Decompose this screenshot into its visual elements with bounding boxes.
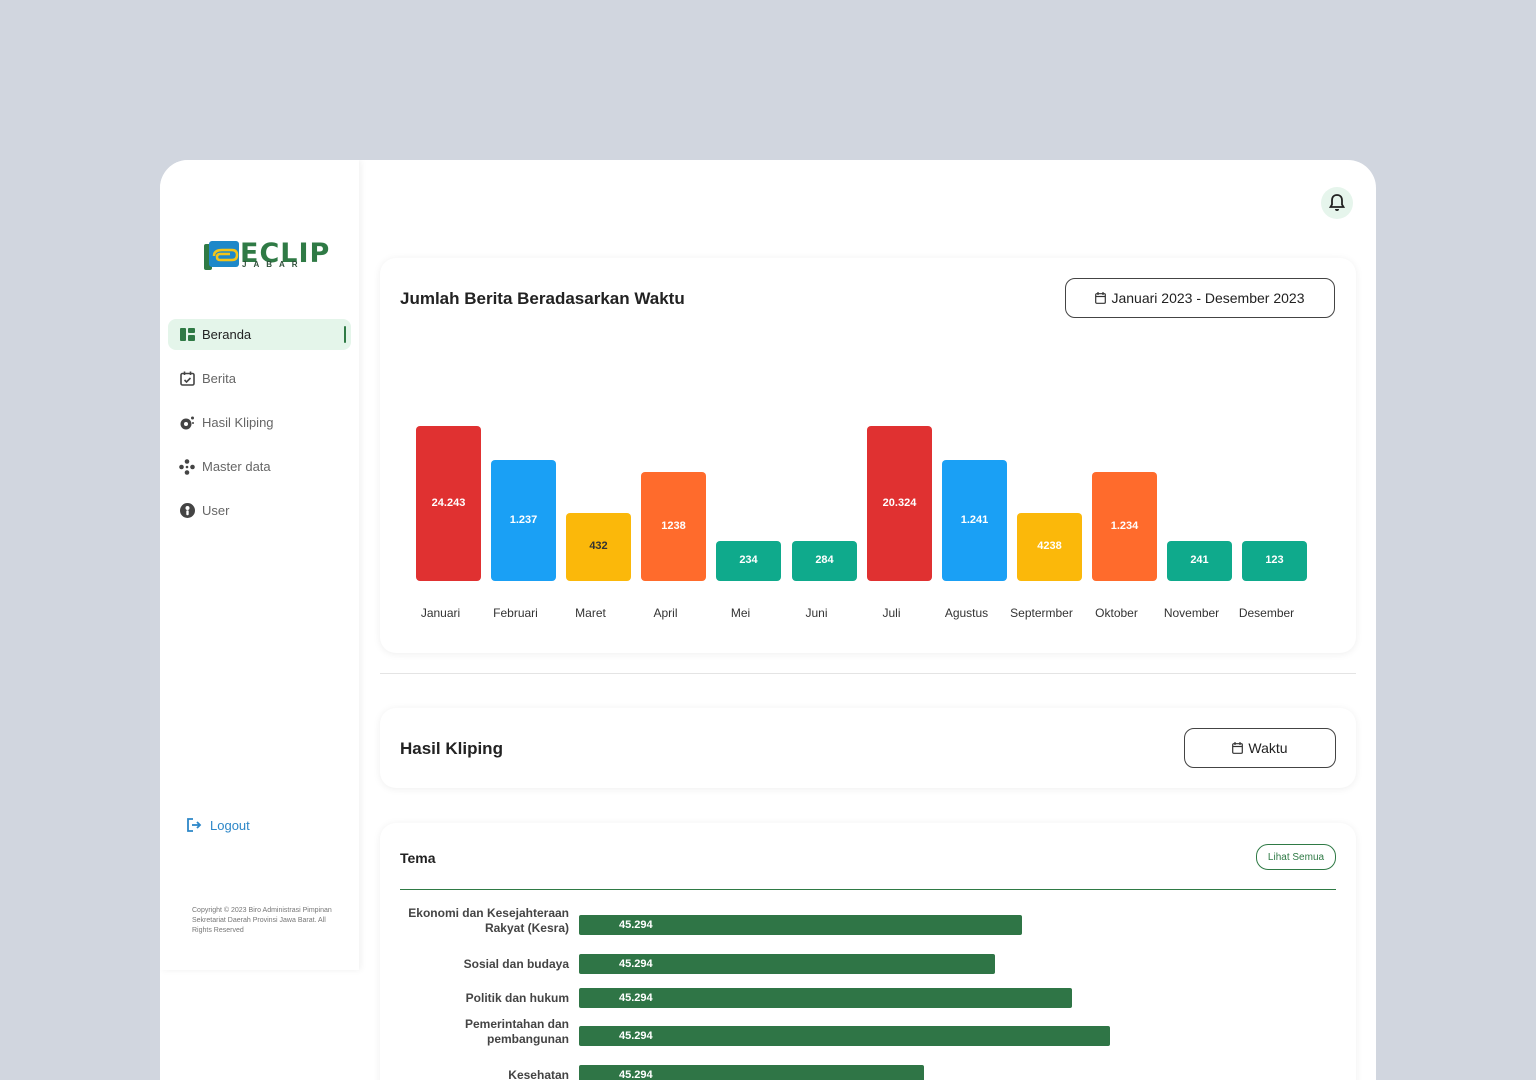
tema-title: Tema — [400, 850, 436, 866]
tema-row-label: Kesehatan — [508, 1068, 569, 1080]
bar-value-label: 432 — [589, 540, 608, 552]
time-chart-card: Jumlah Berita Beradasarkan Waktu Januari… — [380, 258, 1356, 653]
month-label: Juni — [805, 606, 828, 620]
month-label: Oktober — [1095, 606, 1138, 620]
sidebar-item-label: User — [202, 503, 230, 518]
month-label: Agustus — [944, 606, 989, 620]
bar-value-label: 4238 — [1037, 540, 1062, 552]
bar-juli[interactable] — [867, 426, 932, 581]
logo[interactable]: ECLIP JABAR — [202, 236, 329, 276]
bar-chart: 24.243 Januari 1.237 Februari 432 Maret 1238 Ap… — [380, 258, 1356, 653]
logout-button[interactable]: Logout — [186, 817, 250, 833]
date-range-label: Januari 2023 - Desember 2023 — [1111, 290, 1305, 306]
tema-row-label: Politik dan hukum — [465, 991, 569, 1005]
tema-row-value: 45.294 — [619, 992, 653, 1004]
app-window: ECLIP JABAR Beranda Berita Hasil Klip — [160, 160, 1376, 1080]
month-label: Desember — [1238, 606, 1295, 620]
bar-januari[interactable] — [416, 426, 481, 581]
section-divider — [380, 673, 1356, 674]
tema-row-bar[interactable]: 45.294 — [579, 954, 995, 974]
sidebar-item-label: Hasil Kliping — [202, 415, 274, 430]
time-chart-title: Jumlah Berita Beradasarkan Waktu — [400, 289, 685, 308]
bar-februari[interactable] — [491, 460, 556, 581]
calendar-icon — [1232, 742, 1244, 754]
notification-button[interactable] — [1321, 187, 1353, 219]
tema-row-value: 45.294 — [619, 1030, 653, 1042]
hasil-kliping-title: Hasil Kliping — [400, 739, 503, 758]
tema-row-label: Pemerintahan dan pembangunan — [464, 1017, 569, 1046]
month-label: Septermber — [1010, 606, 1073, 620]
user-icon — [179, 503, 195, 519]
tema-row-bar[interactable]: 45.294 — [579, 915, 1022, 935]
tema-card: Tema Lihat Semua Ekonomi dan Kesejahtera… — [380, 823, 1356, 1080]
bar-desember[interactable] — [1242, 541, 1307, 581]
sidebar-item-hasil-kliping[interactable]: Hasil Kliping — [168, 407, 351, 438]
tema-row-bar[interactable]: 45.294 — [579, 1065, 924, 1080]
bar-value-label: 241 — [1190, 554, 1209, 566]
bar-value-label: 24.243 — [431, 496, 466, 509]
tema-row-label: Ekonomi dan Kesejahteraan Rakyat (Kesra) — [408, 906, 569, 935]
tema-row-value: 45.294 — [619, 919, 653, 931]
gear-icon — [179, 415, 195, 431]
tema-row-bar[interactable]: 45.294 — [579, 988, 1072, 1008]
sidebar-item-berita[interactable]: Berita — [168, 363, 351, 394]
waktu-filter-label: Waktu — [1248, 740, 1288, 756]
month-label: November — [1163, 606, 1220, 620]
logout-label: Logout — [210, 817, 250, 833]
month-label: Februari — [493, 606, 538, 620]
month-label: April — [653, 606, 678, 620]
bar-value-label: 1.241 — [960, 513, 989, 526]
sidebar-item-user[interactable]: User — [168, 495, 351, 526]
logo-title: ECLIP — [240, 238, 331, 269]
sidebar-nav: Beranda Berita Hasil Kliping Master data — [168, 319, 351, 539]
dashboard-icon — [179, 327, 195, 343]
month-label: Mei — [730, 606, 751, 620]
tema-row-value: 45.294 — [619, 958, 653, 970]
bell-icon — [1329, 194, 1345, 211]
bar-value-label: 1.237 — [509, 513, 538, 526]
bar-agustus[interactable] — [942, 460, 1007, 581]
calendar-icon — [1095, 292, 1107, 304]
bar-maret[interactable] — [566, 513, 631, 581]
month-label: Januari — [420, 606, 461, 620]
bar-juni[interactable] — [792, 541, 857, 581]
paperclip-logo-icon — [204, 241, 239, 270]
bar-april[interactable] — [641, 472, 706, 581]
sidebar-item-label: Beranda — [202, 327, 252, 342]
bar-september[interactable] — [1017, 513, 1082, 581]
sidebar-item-label: Master data — [202, 459, 271, 474]
bar-oktober[interactable] — [1092, 472, 1157, 581]
tema-divider — [400, 889, 1336, 890]
date-range-button[interactable]: Januari 2023 - Desember 2023 — [1065, 278, 1335, 318]
sidebar-item-label: Berita — [202, 371, 236, 386]
calendar-check-icon — [179, 371, 195, 387]
bar-value-label: 20.324 — [882, 496, 917, 509]
bar-mei[interactable] — [716, 541, 781, 581]
bar-value-label: 234 — [739, 554, 758, 566]
tema-row-bar[interactable]: 45.294 — [579, 1026, 1110, 1046]
copyright-text: Copyright © 2023 Biro Administrasi Pimpi… — [192, 907, 332, 934]
sidebar-item-beranda[interactable]: Beranda — [168, 319, 351, 350]
logout-icon — [186, 817, 202, 833]
sidebar: ECLIP JABAR Beranda Berita Hasil Klip — [160, 160, 359, 970]
nodes-icon — [179, 458, 195, 475]
sidebar-item-master-data[interactable]: Master data — [168, 451, 351, 482]
month-label: Juli — [882, 606, 901, 620]
bar-value-label: 1238 — [661, 519, 686, 532]
bar-value-label: 123 — [1265, 554, 1284, 566]
hasil-kliping-card: Hasil Kliping Waktu — [380, 708, 1356, 788]
waktu-filter-button[interactable]: Waktu — [1184, 728, 1336, 768]
tema-row-value: 45.294 — [619, 1069, 653, 1080]
bar-value-label: 284 — [815, 554, 834, 566]
logo-subtitle: JABAR — [242, 260, 305, 269]
tema-row-label: Sosial dan budaya — [463, 957, 569, 971]
see-all-button[interactable]: Lihat Semua — [1256, 844, 1336, 870]
bar-value-label: 1.234 — [1110, 519, 1139, 532]
month-label: Maret — [575, 606, 606, 620]
bar-november[interactable] — [1167, 541, 1232, 581]
